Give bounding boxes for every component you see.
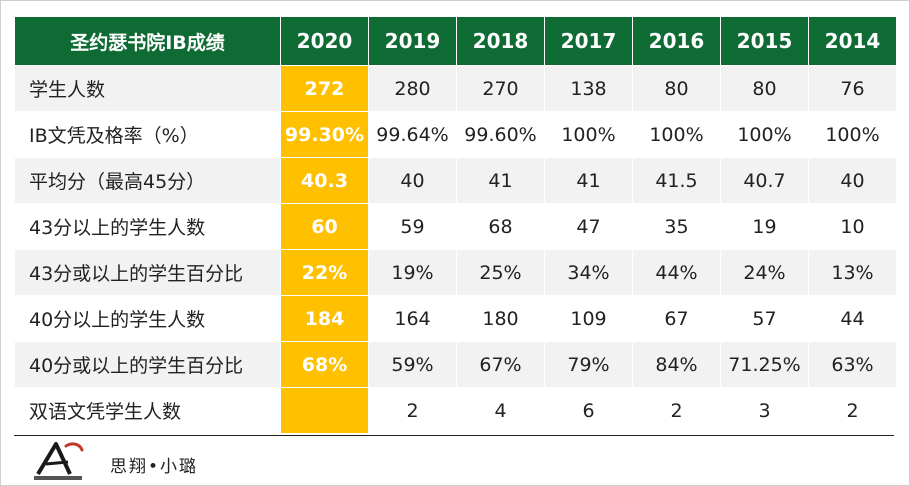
a-letter-logo-icon xyxy=(34,442,84,480)
row-label: 学生人数 xyxy=(14,65,281,112)
cell-value: 99.30% xyxy=(280,111,369,158)
cell-value: 280 xyxy=(368,65,457,112)
header-year-2017: 2017 xyxy=(544,16,633,66)
cell-value: 270 xyxy=(456,65,545,112)
cell-value: 44 xyxy=(808,295,897,342)
row-label: 40分或以上的学生百分比 xyxy=(14,341,281,388)
cell-value: 10 xyxy=(808,203,897,250)
header-year-2019: 2019 xyxy=(368,16,457,66)
cell-value: 67 xyxy=(632,295,721,342)
row-label: IB文凭及格率（%） xyxy=(14,111,281,158)
row-label: 40分以上的学生人数 xyxy=(14,295,281,342)
table-body: 学生人数 272 280 270 138 80 80 76 IB文凭及格率（%） 99.30% 99… xyxy=(14,65,897,434)
cell-value: 25% xyxy=(456,249,545,296)
ib-results-table: 圣约瑟书院IB成绩 2020 2019 2018 2017 2016 2015 … xyxy=(14,16,897,434)
cell-value: 35 xyxy=(632,203,721,250)
cell-value: 41 xyxy=(456,157,545,204)
cell-value: 2 xyxy=(632,387,721,434)
table-row: 学生人数 272 280 270 138 80 80 76 xyxy=(14,65,897,112)
cell-value: 60 xyxy=(280,203,369,250)
cell-value: 184 xyxy=(280,295,369,342)
cell-value: 138 xyxy=(544,65,633,112)
cell-value: 99.64% xyxy=(368,111,457,158)
row-label: 双语文凭学生人数 xyxy=(14,387,281,434)
cell-value: 2 xyxy=(368,387,457,434)
cell-value: 13% xyxy=(808,249,897,296)
cell-value: 68 xyxy=(456,203,545,250)
header-year-2015: 2015 xyxy=(720,16,809,66)
cell-value: 59% xyxy=(368,341,457,388)
cell-value: 109 xyxy=(544,295,633,342)
cell-value: 79% xyxy=(544,341,633,388)
cell-value: 59 xyxy=(368,203,457,250)
footer-divider xyxy=(14,435,894,436)
cell-value: 24% xyxy=(720,249,809,296)
cell-value xyxy=(280,387,369,434)
cell-value: 44% xyxy=(632,249,721,296)
table-row: 43分以上的学生人数 60 59 68 47 35 19 10 xyxy=(14,203,897,250)
table-header-row: 圣约瑟书院IB成绩 2020 2019 2018 2017 2016 2015 … xyxy=(14,16,897,66)
cell-value: 100% xyxy=(632,111,721,158)
table-row: 40分以上的学生人数 184 164 180 109 67 57 44 xyxy=(14,295,897,342)
cell-value: 57 xyxy=(720,295,809,342)
cell-value: 164 xyxy=(368,295,457,342)
cell-value: 68% xyxy=(280,341,369,388)
cell-value: 272 xyxy=(280,65,369,112)
cell-value: 80 xyxy=(632,65,721,112)
table-row: 双语文凭学生人数 2 4 6 2 3 2 xyxy=(14,387,897,434)
row-label: 平均分（最高45分） xyxy=(14,157,281,204)
cell-value: 6 xyxy=(544,387,633,434)
cell-value: 76 xyxy=(808,65,897,112)
cell-value: 40.3 xyxy=(280,157,369,204)
brand-name: 思翔•小璐 xyxy=(110,457,199,477)
cell-value: 40 xyxy=(368,157,457,204)
cell-value: 100% xyxy=(720,111,809,158)
header-year-2014: 2014 xyxy=(808,16,897,66)
cell-value: 80 xyxy=(720,65,809,112)
cell-value: 40 xyxy=(808,157,897,204)
cell-value: 63% xyxy=(808,341,897,388)
cell-value: 19 xyxy=(720,203,809,250)
cell-value: 41 xyxy=(544,157,633,204)
row-label: 43分或以上的学生百分比 xyxy=(14,249,281,296)
table-row: 平均分（最高45分） 40.3 40 41 41 41.5 40.7 40 xyxy=(14,157,897,204)
header-title: 圣约瑟书院IB成绩 xyxy=(14,16,281,66)
row-label: 43分以上的学生人数 xyxy=(14,203,281,250)
cell-value: 19% xyxy=(368,249,457,296)
cell-value: 40.7 xyxy=(720,157,809,204)
cell-value: 84% xyxy=(632,341,721,388)
table-row: 40分或以上的学生百分比 68% 59% 67% 79% 84% 71.25% 63% xyxy=(14,341,897,388)
cell-value: 67% xyxy=(456,341,545,388)
cell-value: 2 xyxy=(808,387,897,434)
header-year-2020: 2020 xyxy=(280,16,369,66)
cell-value: 99.60% xyxy=(456,111,545,158)
cell-value: 34% xyxy=(544,249,633,296)
table-row: 43分或以上的学生百分比 22% 19% 25% 34% 44% 24% 13% xyxy=(14,249,897,296)
cell-value: 22% xyxy=(280,249,369,296)
cell-value: 100% xyxy=(544,111,633,158)
header-year-2016: 2016 xyxy=(632,16,721,66)
cell-value: 41.5 xyxy=(632,157,721,204)
cell-value: 71.25% xyxy=(720,341,809,388)
cell-value: 100% xyxy=(808,111,897,158)
header-year-2018: 2018 xyxy=(456,16,545,66)
cell-value: 3 xyxy=(720,387,809,434)
cell-value: 4 xyxy=(456,387,545,434)
table-row: IB文凭及格率（%） 99.30% 99.64% 99.60% 100% 100% 100%… xyxy=(14,111,897,158)
cell-value: 47 xyxy=(544,203,633,250)
cell-value: 180 xyxy=(456,295,545,342)
